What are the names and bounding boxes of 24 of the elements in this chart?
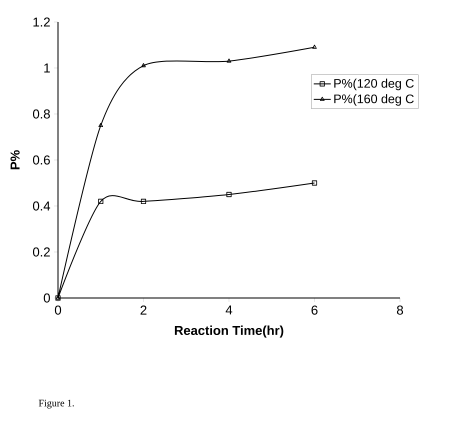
point (98, 122, 104, 127)
point (312, 180, 318, 186)
point (226, 192, 232, 198)
point (140, 198, 146, 204)
y-axis-title: P% (10, 150, 20, 170)
x-tick-label: 8 (396, 306, 404, 315)
y-tick-label: 1 (44, 64, 50, 72)
point (141, 63, 146, 68)
x-tick-label: 2 (140, 306, 146, 315)
point (226, 58, 232, 63)
x-tick-label: 4 (226, 306, 232, 314)
caption: Figure 1. (38, 400, 74, 408)
y-tick-label: 0.2 (32, 247, 50, 257)
y-tick-label: 0.4 (32, 201, 50, 211)
legend-label: P%(160 deg C (334, 94, 414, 106)
x-tick-label: 0 (54, 306, 62, 315)
x-tick-label: 6 (312, 306, 318, 315)
y-tick-label: 1.2 (33, 17, 50, 27)
point (98, 198, 104, 204)
y-tick-label: 0.8 (32, 109, 50, 119)
legend-label: P%(120 deg C (334, 78, 414, 90)
y-tick-label: 0.6 (32, 155, 50, 165)
x-axis-title: Reaction Time(hr) (174, 326, 284, 338)
y-tick-label: 0 (44, 293, 50, 303)
